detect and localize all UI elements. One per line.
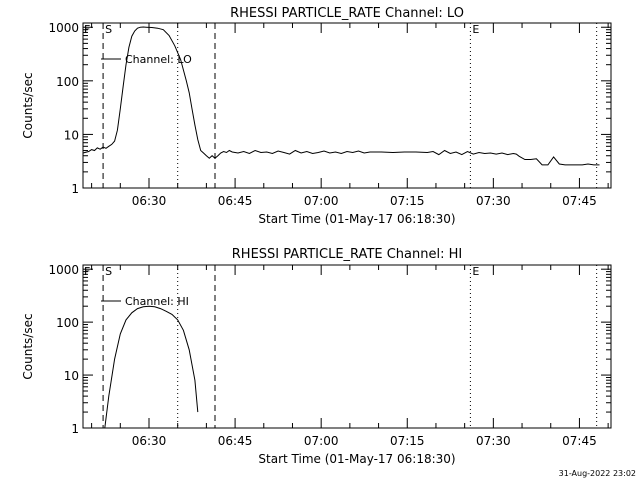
panel1-x-tick-label: 06:30	[132, 194, 167, 208]
panel1-marker-label: E	[472, 23, 479, 36]
panel1-y-tick-label: 1000	[48, 21, 79, 35]
panel2-y-tick-label: 1000	[48, 263, 79, 277]
panel2-series-line	[104, 305, 199, 429]
panel2-x-tick-label: 07:30	[476, 434, 511, 448]
panel2-x-tick-label: 07:00	[304, 434, 339, 448]
panel1-y-axis-label: Counts/sec	[21, 72, 35, 138]
panel2-legend-label: Channel: HI	[125, 295, 189, 308]
panel2-y-tick-label: 1	[71, 422, 79, 436]
panel1-edge-label: F	[84, 23, 90, 36]
panel2-x-axis-label: Start Time (01-May-17 06:18:30)	[258, 452, 455, 466]
panel1-y-tick-label: 100	[56, 75, 79, 89]
panel2-edge-label: F	[84, 265, 90, 278]
panel2-marker-label: S	[105, 265, 112, 278]
panel1-x-tick-label: 07:45	[562, 194, 597, 208]
plot-timestamp: 31-Aug-2022 23:02	[558, 469, 636, 478]
panel2-x-tick-label: 07:45	[562, 434, 597, 448]
panel2-plot-frame	[82, 264, 612, 429]
panel1-x-tick-label: 06:45	[218, 194, 253, 208]
panel1-y-tick-label: 10	[64, 128, 79, 142]
panel1-x-tick-label: 07:30	[476, 194, 511, 208]
panel1-x-tick-label: 07:15	[390, 194, 425, 208]
panel1-plot-frame	[82, 22, 612, 189]
panel1-series-line	[82, 26, 600, 166]
panel2-x-tick-label: 07:15	[390, 434, 425, 448]
panel1-marker-label: S	[105, 23, 112, 36]
panel2-x-tick-label: 06:45	[218, 434, 253, 448]
panel2-y-tick-label: 10	[64, 369, 79, 383]
panel1-chart-title: RHESSI PARTICLE_RATE Channel: LO	[230, 6, 464, 21]
panel1-x-tick-label: 07:00	[304, 194, 339, 208]
panel2-y-axis-label: Counts/sec	[21, 313, 35, 379]
panel1-legend-label: Channel: LO	[125, 53, 192, 66]
panel2-x-tick-label: 06:30	[132, 434, 167, 448]
panel2-y-tick-label: 100	[56, 316, 79, 330]
panel1-y-tick-label: 1	[71, 182, 79, 196]
panel1-x-axis-label: Start Time (01-May-17 06:18:30)	[258, 212, 455, 226]
panel2-marker-label: E	[472, 265, 479, 278]
panel2-chart-title: RHESSI PARTICLE_RATE Channel: HI	[232, 247, 462, 262]
